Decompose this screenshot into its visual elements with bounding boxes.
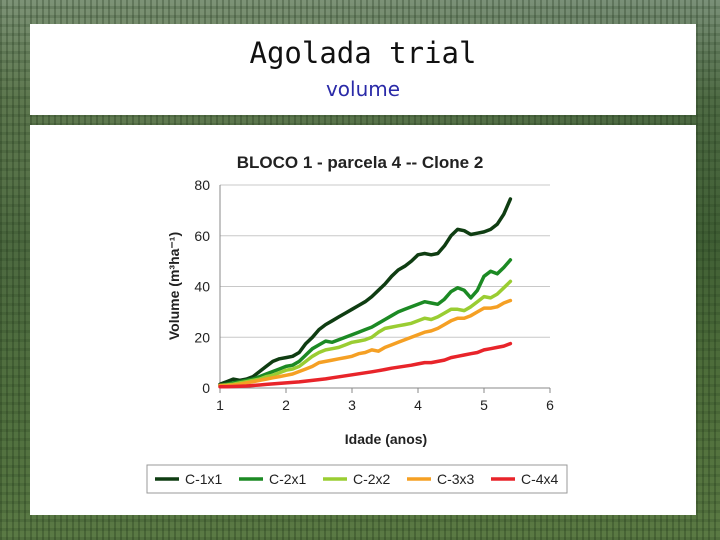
x-axis-label: Idade (anos) [345, 431, 427, 447]
series-line-c-3x3 [218, 298, 513, 388]
slide-title: Agolada trial [249, 36, 477, 70]
x-tick-label: 6 [546, 397, 554, 413]
legend-label: C-2x1 [269, 471, 307, 487]
legend-label: C-3x3 [437, 471, 475, 487]
gridlines [220, 184, 550, 338]
x-tick-label: 4 [414, 397, 422, 413]
x-tick-label: 1 [216, 397, 224, 413]
series-line-c-2x1 [218, 258, 513, 388]
x-tick-label: 3 [348, 397, 356, 413]
axes [219, 185, 551, 393]
slide-subtitle: volume [325, 77, 401, 101]
y-tick-label: 0 [202, 380, 210, 396]
chart-panel: BLOCO 1 - parcela 4 -- Clone 2 0 20 40 60 80… [30, 125, 696, 515]
series-line-c-1x1 [218, 197, 513, 386]
y-axis-label: Volume (m³ha⁻¹) [166, 232, 182, 340]
y-tick-label: 20 [194, 329, 210, 345]
series-line-c-4x4 [218, 341, 513, 389]
x-tick-label: 5 [480, 397, 488, 413]
legend-label: C-2x2 [353, 471, 391, 487]
legend-label: C-1x1 [185, 471, 223, 487]
legend-label: C-4x4 [521, 471, 559, 487]
x-tick-label: 2 [282, 397, 290, 413]
volume-line-chart: BLOCO 1 - parcela 4 -- Clone 2 0 20 40 60 80… [146, 153, 568, 494]
chart-title: BLOCO 1 - parcela 4 -- Clone 2 [237, 153, 484, 172]
series-line-c-2x2 [218, 279, 513, 388]
y-tick-label: 80 [194, 177, 210, 193]
tick-labels: 0 20 40 60 80 1 2 3 4 5 6 [194, 177, 554, 413]
y-tick-label: 60 [194, 228, 210, 244]
title-panel: Agolada trial volume [30, 24, 696, 115]
y-tick-label: 40 [194, 279, 210, 295]
series-lines [218, 197, 513, 389]
legend: C-1x1 C-2x1 C-2x2 C-3x3 C-4x4 [146, 464, 568, 494]
